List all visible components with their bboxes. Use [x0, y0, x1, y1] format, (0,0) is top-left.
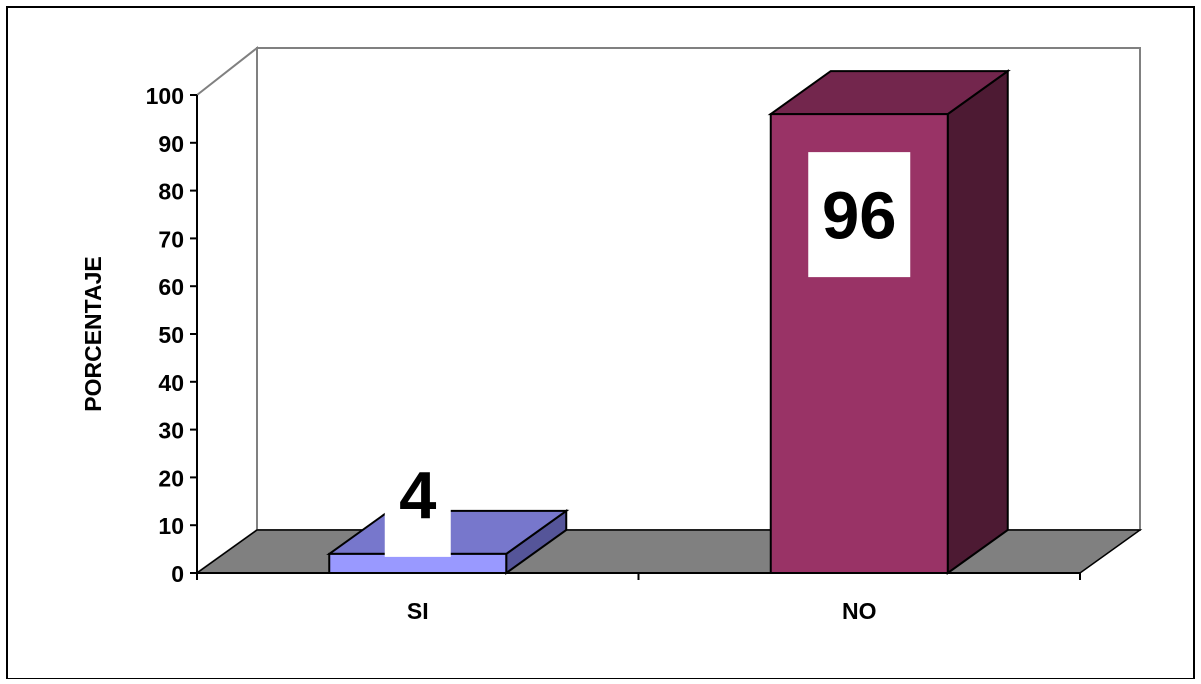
bar-no [767, 69, 1011, 575]
side-wall [196, 45, 258, 575]
x-tick-label: SI [407, 598, 429, 624]
y-tick-label: 30 [158, 418, 184, 444]
data-label-box [384, 431, 451, 557]
y-tick-label: 70 [158, 226, 184, 252]
x-tick-label: NO [842, 598, 877, 624]
data-label-box [808, 152, 911, 278]
data-label: 4 [399, 459, 436, 534]
y-tick-label: 0 [171, 561, 184, 587]
data-label: 96 [822, 179, 897, 254]
y-tick-label: 50 [158, 322, 184, 348]
y-tick-label: 20 [158, 465, 184, 491]
x-axis-ticks: SI NO [196, 573, 1081, 624]
y-axis-title: PORCENTAJE [80, 256, 106, 412]
y-tick-label: 80 [158, 179, 184, 205]
y-tick-label: 40 [158, 370, 184, 396]
bar-side [946, 69, 1009, 575]
y-axis-ticks: 0 10 20 30 40 50 60 70 80 90 100 [146, 83, 197, 587]
y-tick-label: 90 [158, 131, 184, 157]
y-tick-label: 60 [158, 274, 184, 300]
y-tick-label: 100 [146, 83, 184, 109]
y-tick-label: 10 [158, 513, 184, 539]
data-labels-group: 4 96 [384, 152, 911, 557]
